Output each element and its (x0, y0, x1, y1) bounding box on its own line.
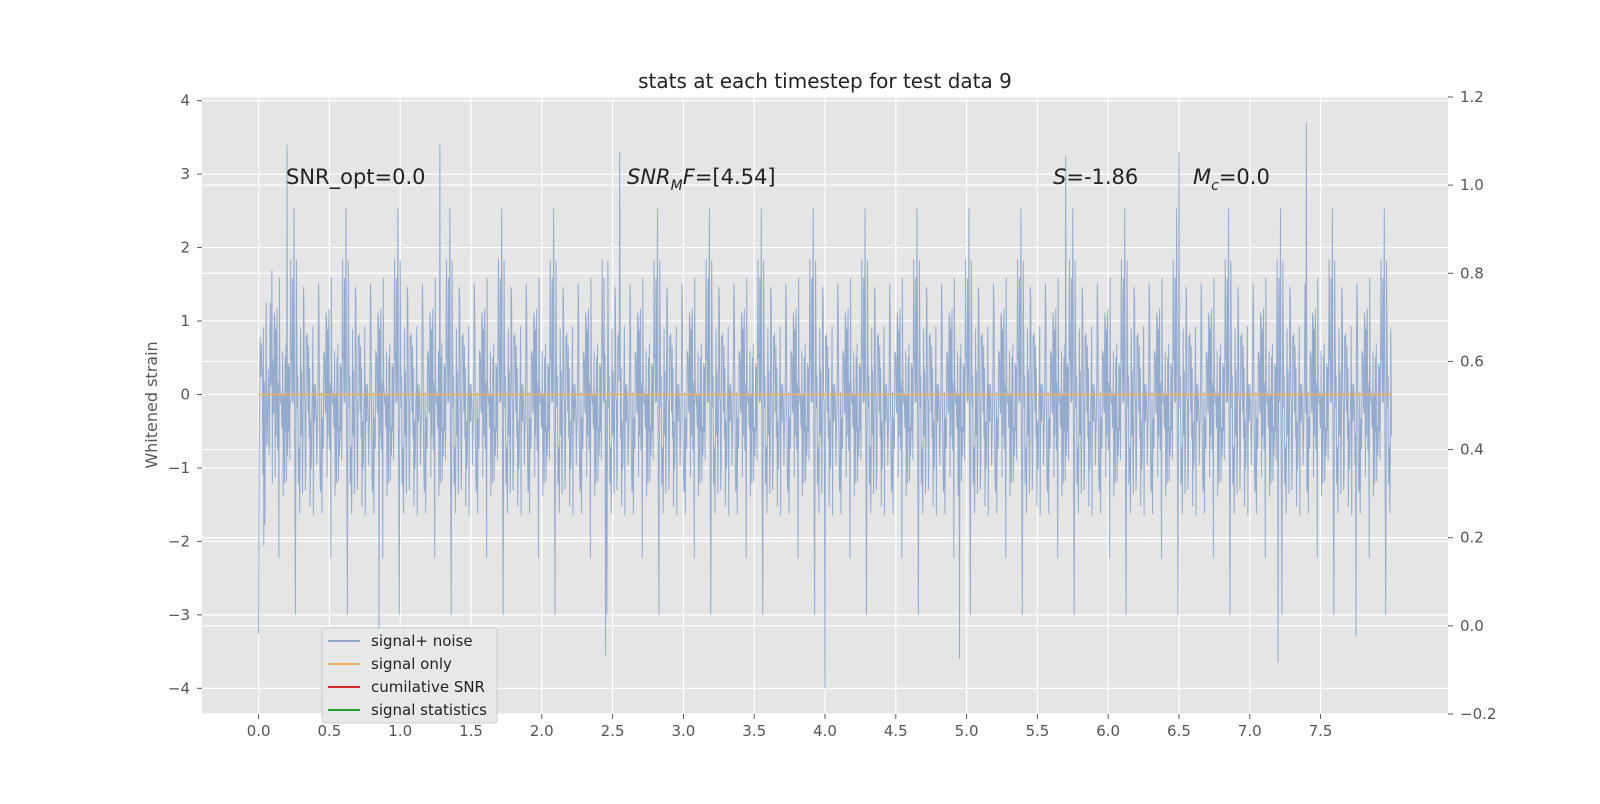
y2-tick-label-6: 0.0 (1460, 617, 1484, 635)
y-tick-label-2: 2 (180, 239, 190, 257)
x-tick-label-3: 1.5 (459, 722, 483, 740)
annotation-mc-tail: =0.0 (1219, 165, 1270, 189)
x-tick-label-0: 0.0 (247, 722, 271, 740)
y-tick-label-7: −3 (168, 606, 190, 624)
y-tick-label-6: −2 (168, 532, 190, 550)
y2-tick-label-0: 1.2 (1460, 88, 1484, 106)
x-tick-label-7: 3.5 (742, 722, 766, 740)
legend-label-signal-only: signal only (371, 655, 452, 673)
x-tick-label-5: 2.5 (601, 722, 625, 740)
x-tick-label-6: 3.0 (671, 722, 695, 740)
y2-tick-label-5: 0.2 (1460, 529, 1484, 547)
legend-box (321, 627, 498, 724)
y-axis-ticks: 4 3 2 1 0 −1 −2 −3 −4 (168, 92, 202, 697)
y-tick-label-1: 3 (180, 165, 190, 183)
x-tick-label-11: 5.5 (1025, 722, 1049, 740)
annotation-s-tail: =-1.86 (1066, 165, 1138, 189)
annotations: SNR_opt=0.0 SNRMF=[4.54] S=-1.86 Mc=0.0 (286, 165, 1270, 194)
y2-tick-label-3: 0.6 (1460, 352, 1484, 370)
y2-tick-label-1: 1.0 (1460, 176, 1484, 194)
annotation-snr-mf: SNRMF=[4.54] (627, 165, 776, 194)
x-axis-ticks: 0.0 0.5 1.0 1.5 2.0 2.5 3.0 3.5 4.0 4.5 5.0 5.5 6.0 6… (247, 714, 1333, 740)
y2-tick-label-7: −0.2 (1460, 705, 1496, 723)
legend-label-signal-statistics: signal statistics (371, 701, 487, 719)
x-tick-label-13: 6.5 (1167, 722, 1191, 740)
annotation-mc-base: M (1193, 165, 1211, 189)
annotation-mc-sub: c (1211, 178, 1219, 194)
annotation-s-stat: S=-1.86 (1053, 165, 1138, 189)
chart-title: stats at each timestep for test data 9 (638, 69, 1012, 93)
x-tick-label-4: 2.0 (530, 722, 554, 740)
annotation-snr-opt-text: SNR_opt=0.0 (286, 165, 426, 190)
annotation-snr-opt: SNR_opt=0.0 (286, 165, 426, 190)
y-tick-label-8: −4 (168, 679, 190, 697)
legend-label-cumulative-snr: cumilative SNR (371, 678, 485, 696)
x-tick-label-15: 7.5 (1309, 722, 1333, 740)
annotation-snr-mf-tail: =[4.54] (695, 165, 776, 189)
x-tick-label-10: 5.0 (955, 722, 979, 740)
y2-axis-ticks: 1.2 1.0 0.8 0.6 0.4 0.2 0.0 −0.2 (1448, 88, 1496, 723)
y-axis-label: Whitened strain (142, 341, 161, 468)
x-tick-label-8: 4.0 (813, 722, 837, 740)
x-tick-label-2: 1.0 (388, 722, 412, 740)
series-line-signal-plus-noise (258, 122, 1392, 689)
annotation-s-base: S (1053, 165, 1066, 189)
annotation-snr-mf-sub: M (671, 178, 683, 194)
y-tick-label-4: 0 (180, 385, 190, 403)
y-tick-label-3: 1 (180, 312, 190, 330)
y2-tick-label-4: 0.4 (1460, 441, 1484, 459)
series-signal-plus-noise (258, 122, 1392, 689)
legend-label-signal-noise: signal+ noise (371, 632, 473, 650)
y-tick-label-0: 4 (180, 92, 190, 110)
annotation-snr-mf-f: F (683, 165, 696, 189)
legend: signal+ noise signal only cumilative SNR… (321, 627, 498, 724)
x-tick-label-14: 7.0 (1238, 722, 1262, 740)
x-tick-label-12: 6.0 (1096, 722, 1120, 740)
x-tick-label-9: 4.5 (884, 722, 908, 740)
x-tick-label-1: 0.5 (318, 722, 342, 740)
annotation-mc: Mc=0.0 (1193, 165, 1270, 194)
annotation-snr-mf-base: SNR (627, 165, 671, 189)
y2-tick-label-2: 0.8 (1460, 264, 1484, 282)
y-tick-label-5: −1 (168, 459, 190, 477)
